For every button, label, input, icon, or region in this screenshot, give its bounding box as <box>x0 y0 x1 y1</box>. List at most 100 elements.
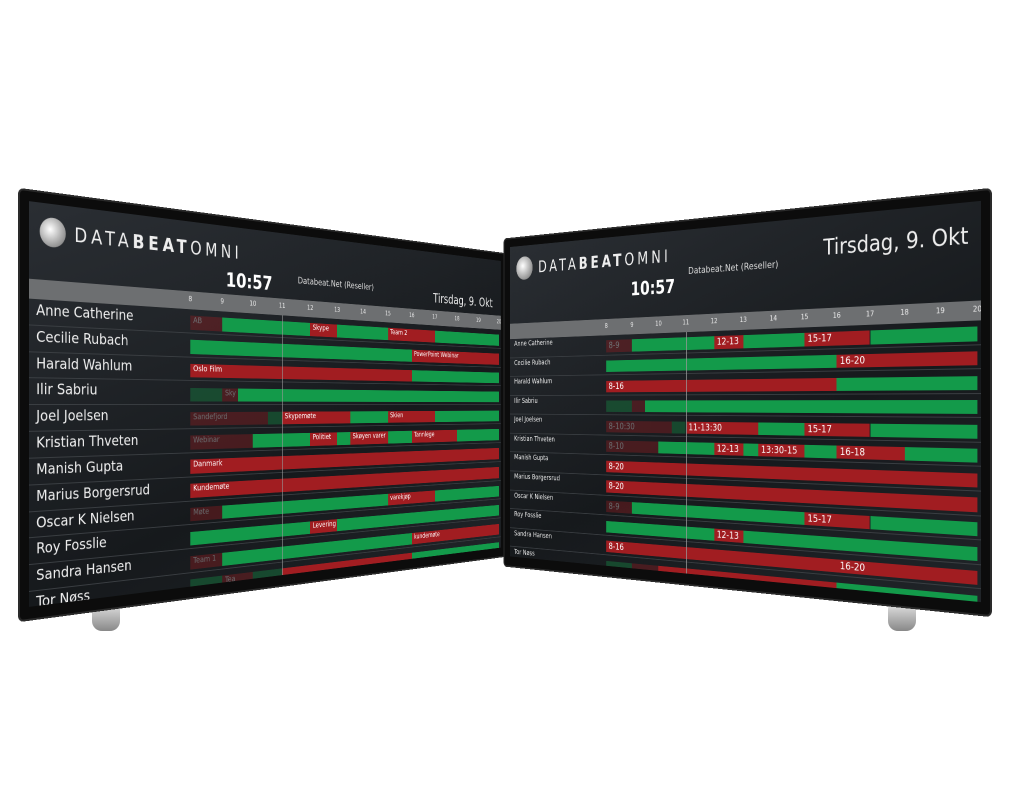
hour-tick-label: 15 <box>385 309 391 318</box>
free-slot[interactable] <box>222 317 311 336</box>
free-slot[interactable] <box>606 354 837 373</box>
busy-slot[interactable]: Team 1 <box>190 552 223 570</box>
free-slot[interactable] <box>836 375 978 391</box>
free-slot[interactable] <box>457 429 499 442</box>
busy-slot[interactable]: 12-13 <box>714 443 744 457</box>
free-slot[interactable] <box>337 432 351 446</box>
busy-slot[interactable]: Tea <box>222 572 253 590</box>
hour-tick-label: 11 <box>682 318 690 327</box>
hour-tick-label: 13 <box>334 305 341 314</box>
busy-slot[interactable]: 16-20 <box>836 351 978 368</box>
free-slot[interactable] <box>190 387 223 402</box>
schedule-rows: Anne Catherine AB Skype Team 2 Cecilie Rubac… <box>29 298 501 607</box>
busy-slot[interactable]: Skien <box>387 410 435 423</box>
schedule-rows: Anne Catherine 8-9 12-13 15-17 Cecilie Rubac… <box>509 320 981 603</box>
busy-slot[interactable]: 15-17 <box>804 330 871 347</box>
date-label: Tirsdag, 9. Okt <box>823 221 969 261</box>
busy-slot[interactable]: Oslo Film <box>190 363 412 382</box>
busy-slot[interactable]: AB <box>190 315 223 332</box>
person-name: Harald Wahlum <box>514 377 553 387</box>
hour-tick-label: 13 <box>739 315 747 324</box>
free-slot[interactable] <box>337 324 388 340</box>
busy-slot[interactable]: varekjøp <box>387 490 435 506</box>
person-name: Anne Catherine <box>514 339 553 349</box>
free-slot[interactable] <box>870 326 978 345</box>
busy-slot[interactable]: Skype <box>310 323 338 338</box>
free-slot[interactable] <box>631 336 715 352</box>
person-name: Kristian Thveten <box>514 435 555 444</box>
current-time-line <box>282 315 283 586</box>
busy-slot[interactable]: Sandefjord <box>190 411 268 426</box>
hour-tick-label: 20 <box>972 304 981 314</box>
busy-slot[interactable]: 13:30-15 <box>758 444 805 458</box>
busy-slot[interactable]: Team 2 <box>387 328 435 343</box>
logo-text-data: DATA <box>74 223 133 253</box>
busy-slot[interactable]: Skypemøte <box>282 411 351 425</box>
busy-slot[interactable]: Politiet <box>310 432 338 446</box>
free-slot[interactable] <box>743 333 805 348</box>
hour-tick-label: 10 <box>249 299 257 308</box>
person-name: Cecilie Rubach <box>514 358 551 368</box>
logo-text-data: DATA <box>538 253 579 277</box>
reseller-label: Databeat.Net (Reseller) <box>297 274 374 293</box>
hour-tick-label: 18 <box>900 307 909 317</box>
free-slot[interactable] <box>904 447 978 464</box>
free-slot[interactable] <box>434 330 500 346</box>
current-time-line <box>685 332 687 584</box>
busy-slot[interactable]: 11-13:30 <box>685 421 759 435</box>
person-name: Sandra Hansen <box>514 529 552 541</box>
free-slot[interactable] <box>645 400 978 415</box>
free-slot[interactable] <box>350 410 388 424</box>
free-slot[interactable] <box>606 400 632 413</box>
logo-text-omni: OMNI <box>190 236 242 264</box>
busy-slot[interactable]: 15-17 <box>804 512 871 530</box>
free-slot[interactable] <box>267 411 283 425</box>
free-slot[interactable] <box>804 445 837 459</box>
person-name: Cecilie Rubach <box>36 327 129 349</box>
reseller-label: Databeat.Net (Reseller) <box>688 258 779 277</box>
busy-slot[interactable]: PowerPoint Webinar <box>411 349 499 365</box>
free-slot[interactable] <box>387 431 412 444</box>
busy-slot[interactable]: 12-13 <box>714 528 744 543</box>
free-slot[interactable] <box>606 560 632 575</box>
busy-slot[interactable]: 8-10:30 <box>606 420 673 434</box>
dashboard-screen: DATABEATOMNI 10:57 Databeat.Net (Reseller)… <box>509 200 981 603</box>
person-name: Roy Fosslie <box>36 534 107 558</box>
busy-slot[interactable]: 8-9 <box>606 500 632 514</box>
free-slot[interactable] <box>411 370 499 384</box>
busy-slot[interactable]: Levering <box>310 518 338 535</box>
busy-slot[interactable] <box>631 400 646 413</box>
person-name: Manish Gupta <box>36 457 124 479</box>
busy-slot[interactable]: 8-9 <box>606 339 632 353</box>
busy-slot[interactable]: 15-17 <box>804 422 871 437</box>
busy-slot[interactable]: 12-13 <box>714 335 744 349</box>
free-slot[interactable] <box>672 421 686 434</box>
busy-slot[interactable]: Møte <box>190 505 223 522</box>
free-slot[interactable] <box>743 443 759 457</box>
person-name: Tor Nøss <box>514 548 535 559</box>
free-slot[interactable] <box>758 422 805 436</box>
busy-slot[interactable]: Sky <box>222 388 238 402</box>
person-name: Roy Fosslie <box>514 510 542 521</box>
free-slot[interactable] <box>411 542 499 565</box>
free-slot[interactable] <box>252 568 283 586</box>
busy-slot[interactable]: 8-16 <box>606 377 837 393</box>
free-slot[interactable] <box>237 388 500 403</box>
busy-slot[interactable]: 16-18 <box>836 445 905 461</box>
free-slot[interactable] <box>434 410 500 423</box>
hour-tick-label: 8 <box>604 322 608 330</box>
busy-slot[interactable]: 8-10 <box>606 440 659 454</box>
logo: DATABEATOMNI <box>516 243 671 281</box>
person-name: Anne Catherine <box>36 301 134 325</box>
free-slot[interactable] <box>190 575 223 594</box>
busy-slot[interactable]: Webinar <box>190 434 253 450</box>
person-name: Manish Gupta <box>514 454 549 464</box>
hour-tick-label: 16 <box>832 311 841 320</box>
hour-tick-label: 14 <box>360 307 366 316</box>
busy-slot[interactable] <box>631 563 659 578</box>
busy-slot[interactable]: Skøyen varer <box>350 431 388 445</box>
busy-slot[interactable]: Tannlege <box>411 430 458 443</box>
free-slot[interactable] <box>870 423 978 439</box>
hour-tick-label: 8 <box>188 294 193 304</box>
hour-tick-label: 12 <box>710 316 718 326</box>
